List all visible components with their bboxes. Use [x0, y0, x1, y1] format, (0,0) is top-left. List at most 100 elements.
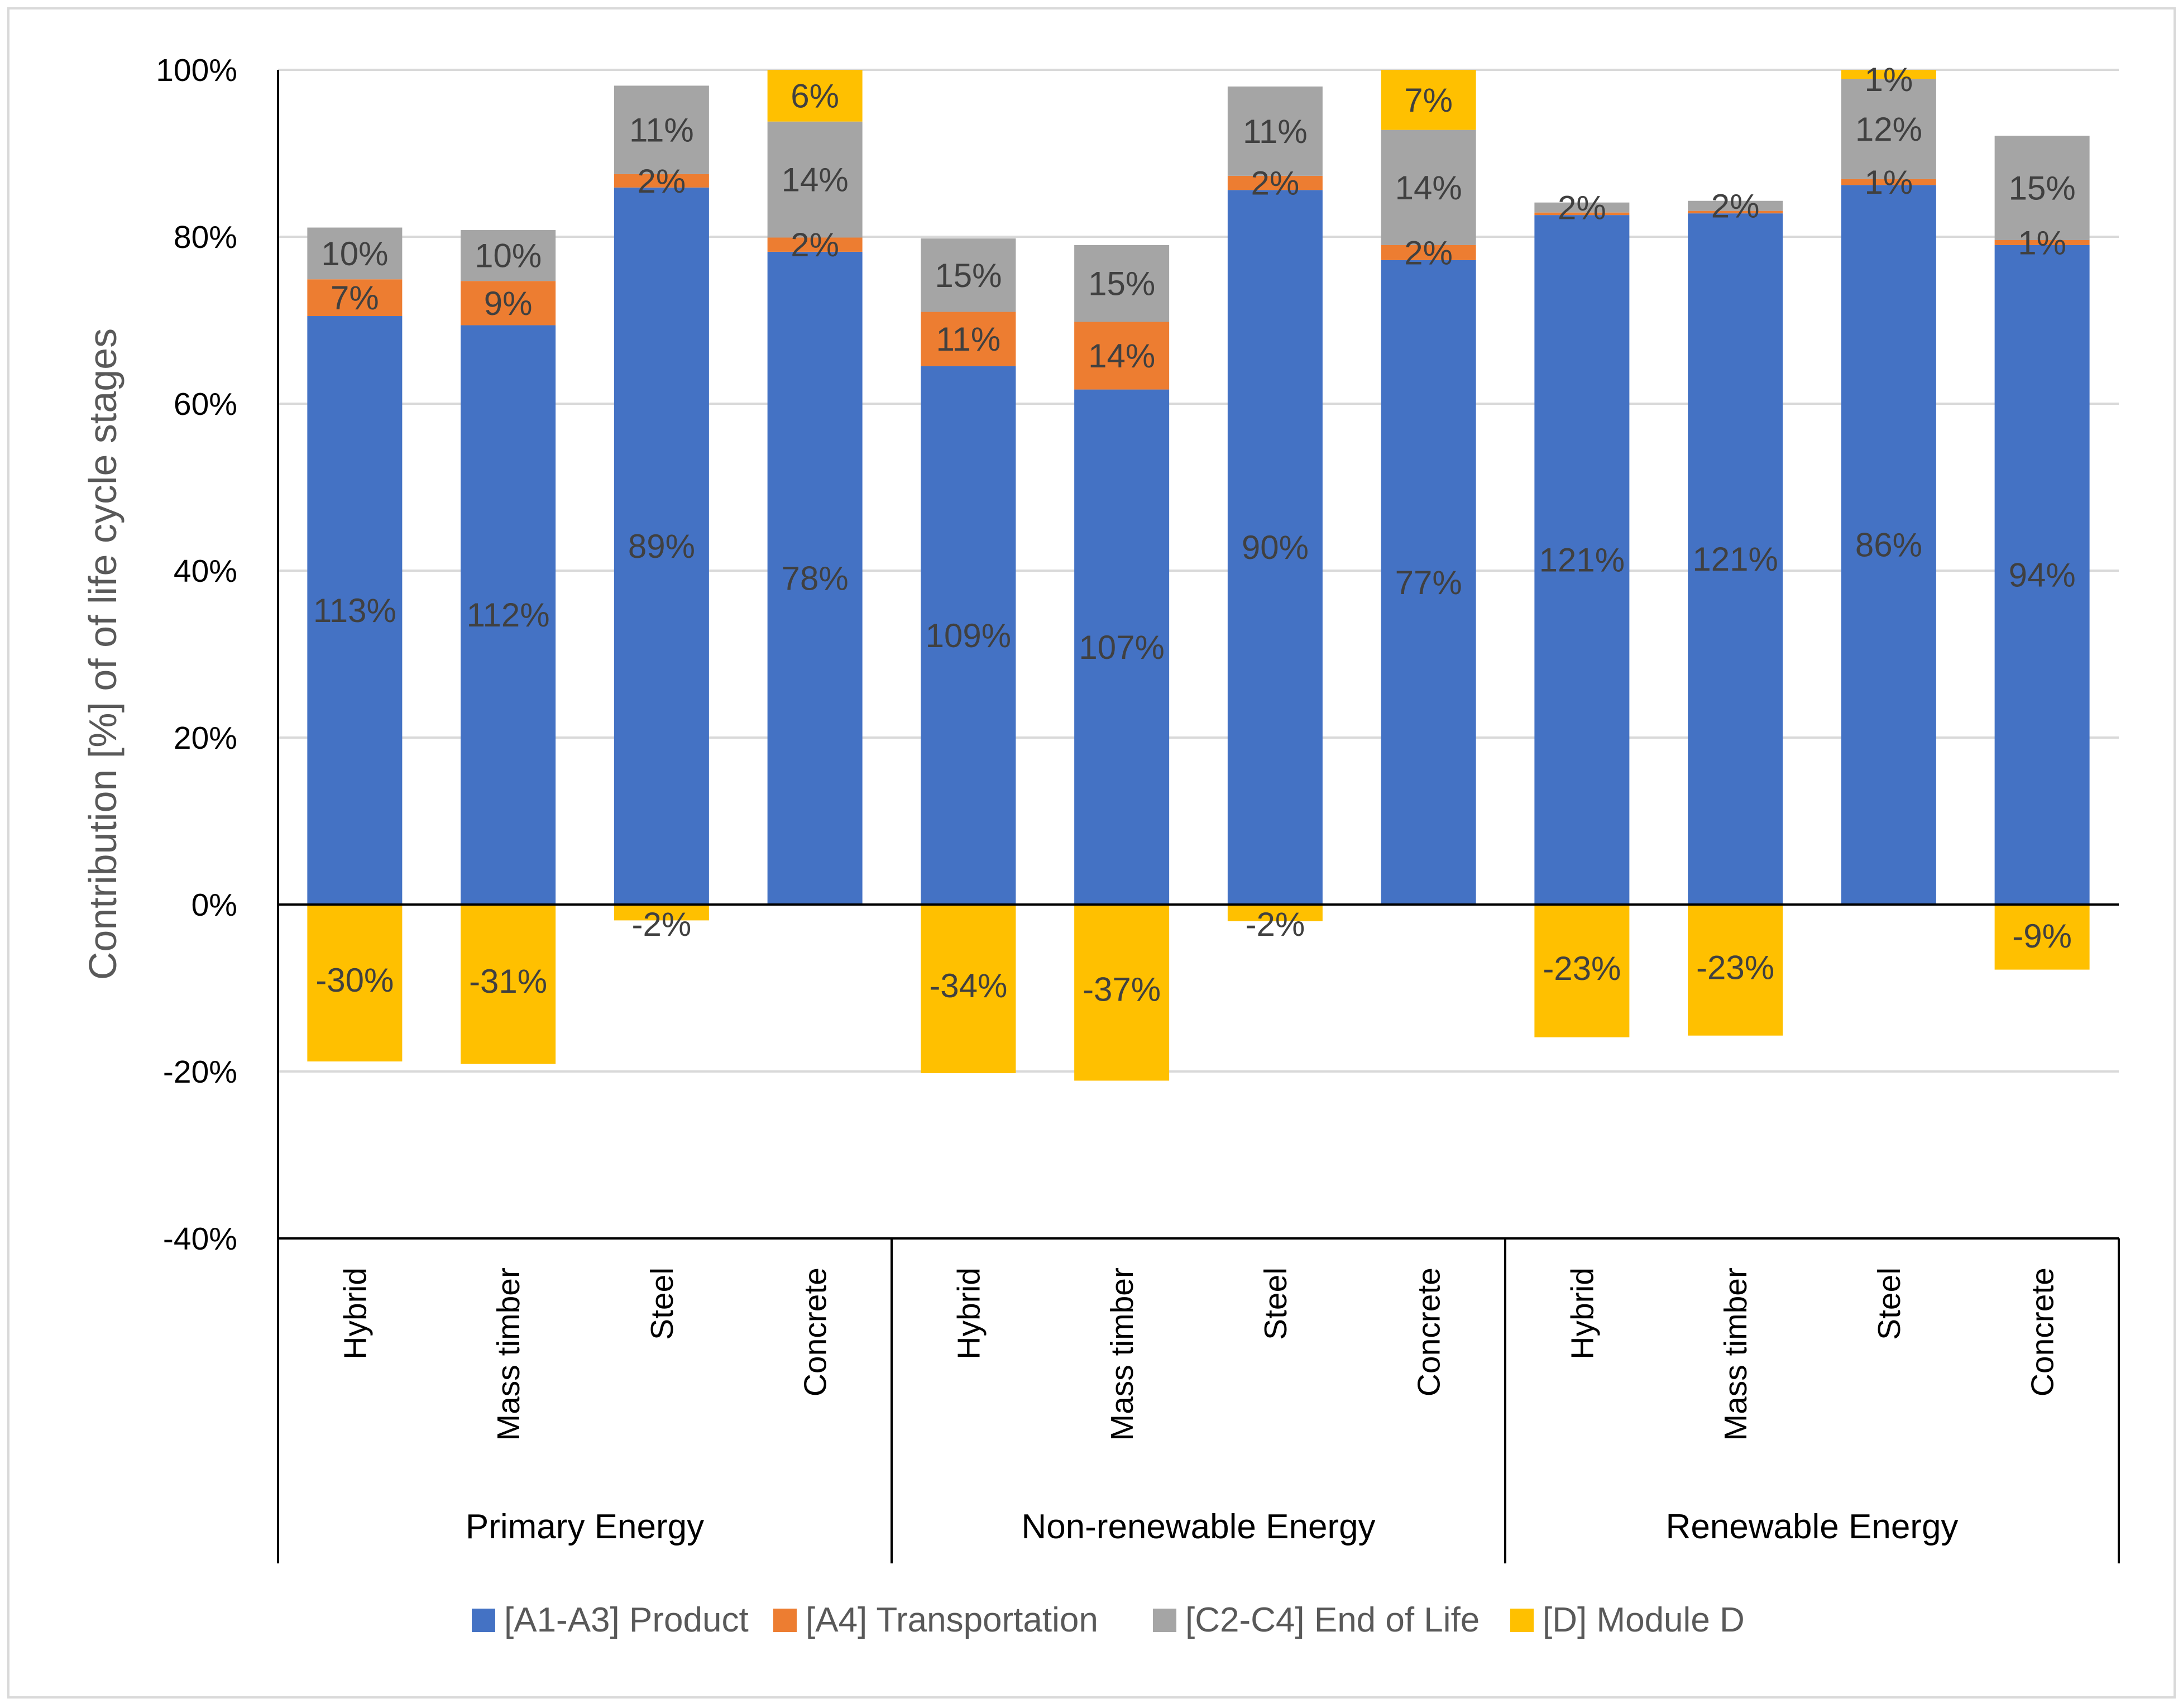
bar-segment-product — [1074, 389, 1170, 905]
bar-segment-transport — [767, 237, 863, 252]
x-category-label: Concrete — [2025, 1267, 2061, 1396]
x-category-label: Steel — [644, 1267, 680, 1340]
data-label-product: 78% — [782, 559, 849, 597]
bar-segment-product — [1227, 190, 1323, 905]
bar-segment-moduleD — [921, 905, 1016, 1073]
legend-swatch-eol — [1153, 1609, 1176, 1632]
data-label-product: 121% — [1539, 542, 1625, 579]
data-label-transport: 7% — [331, 279, 379, 317]
y-tick-label: -40% — [163, 1221, 237, 1257]
bar-segment-product — [1841, 185, 1936, 905]
x-category-label: Mass timber — [491, 1267, 526, 1441]
data-label-eol: 2% — [1558, 189, 1606, 227]
data-label-eol: 14% — [782, 161, 849, 199]
data-label-product: 109% — [926, 617, 1011, 654]
legend-label-product: [A1-A3] Product — [504, 1601, 749, 1639]
y-tick-label: 60% — [174, 386, 237, 422]
bar-segment-moduleD — [1534, 905, 1630, 1037]
x-category-label: Steel — [1871, 1267, 1907, 1340]
bar-segment-product — [1534, 215, 1630, 905]
data-label-eol: 12% — [1855, 111, 1922, 148]
bar-segment-eol — [767, 121, 863, 238]
data-label-transport: 1% — [2018, 224, 2066, 261]
data-label-eol: 2% — [1711, 188, 1760, 225]
y-tick-label: 100% — [156, 52, 237, 88]
data-label-moduleD: -23% — [1543, 950, 1621, 987]
data-label-moduleD: -37% — [1083, 970, 1161, 1008]
data-label-moduleD: -30% — [315, 961, 394, 999]
data-label-moduleD: 1% — [1865, 61, 1913, 98]
x-category-label: Steel — [1258, 1267, 1294, 1340]
bar-segment-transport — [614, 174, 709, 188]
bar-segment-eol — [1534, 202, 1630, 213]
data-label-eol: 15% — [935, 257, 1002, 294]
bar-segment-moduleD — [1381, 70, 1476, 130]
x-category-label: Hybrid — [337, 1267, 373, 1360]
bar-segment-transport — [461, 281, 556, 326]
y-tick-label: 40% — [174, 553, 237, 589]
data-label-moduleD: -9% — [2012, 917, 2072, 955]
y-tick-label: 0% — [192, 887, 237, 923]
data-label-product: 113% — [313, 592, 396, 629]
data-label-moduleD: 7% — [1404, 82, 1453, 119]
data-label-moduleD: -2% — [632, 906, 692, 943]
data-label-product: 107% — [1079, 629, 1164, 666]
x-group-label: Primary Energy — [466, 1508, 704, 1546]
x-group-label: Renewable Energy — [1666, 1508, 1959, 1546]
bar-segment-moduleD — [461, 905, 556, 1064]
bar-segment-eol — [307, 227, 403, 280]
bar-segment-eol — [1381, 130, 1476, 245]
data-label-transport: 11% — [936, 320, 1001, 358]
data-label-eol: 11% — [1243, 113, 1308, 150]
data-labels: 113% 7% 10% -30% 112% 9% 10% -31% 89% 2% 11% -2% 78%… — [313, 61, 2076, 1008]
bar-segment-transport — [921, 312, 1016, 366]
bar-segment-product — [614, 187, 709, 905]
x-category-label: Hybrid — [1564, 1267, 1600, 1360]
data-label-moduleD: 6% — [791, 77, 839, 114]
y-tick-label: -20% — [163, 1054, 237, 1090]
data-label-transport: 2% — [791, 226, 839, 264]
data-label-transport: 2% — [1404, 234, 1453, 271]
data-label-moduleD: -34% — [929, 967, 1007, 1004]
data-label-eol: 14% — [1395, 169, 1462, 207]
bar-segment-transport — [1381, 245, 1476, 260]
bar-segment-moduleD — [1688, 905, 1783, 1036]
data-label-product: 121% — [1692, 540, 1778, 578]
x-category-label: Concrete — [1411, 1267, 1447, 1396]
x-category-label: Mass timber — [1104, 1267, 1140, 1441]
data-label-eol: 10% — [321, 235, 388, 272]
bar-segment-eol — [614, 85, 709, 174]
bar-segment-moduleD — [1074, 905, 1170, 1081]
bars — [307, 70, 2090, 1081]
legend-label-transport: [A4] Transportation — [806, 1601, 1098, 1639]
bar-segment-product — [767, 251, 863, 905]
data-label-product: 89% — [628, 528, 695, 565]
bar-segment-product — [1688, 213, 1783, 905]
bar-segment-eol — [1227, 86, 1323, 176]
data-label-eol: 15% — [2009, 170, 2076, 207]
data-label-product: 90% — [1242, 529, 1309, 566]
data-label-product: 94% — [2009, 556, 2076, 594]
bar-segment-transport — [1227, 175, 1323, 190]
bar-segment-moduleD — [767, 70, 863, 122]
data-label-eol: 15% — [1088, 265, 1155, 303]
data-label-product: 112% — [467, 596, 550, 634]
x-category-label: Concrete — [798, 1267, 834, 1396]
y-tick-label: 20% — [174, 720, 237, 756]
data-label-product: 86% — [1855, 527, 1922, 564]
bar-segment-eol — [1841, 79, 1936, 179]
bar-segment-eol — [1688, 200, 1783, 211]
legend-swatch-transport — [773, 1609, 797, 1632]
bar-segment-moduleD — [1227, 905, 1323, 921]
bar-segment-product — [921, 366, 1016, 905]
y-tick-label: 80% — [174, 219, 237, 255]
data-label-eol: 11% — [629, 112, 694, 149]
x-category-label: Mass timber — [1718, 1267, 1754, 1441]
x-group-label: Non-renewable Energy — [1021, 1508, 1375, 1546]
bar-segment-moduleD — [614, 905, 709, 921]
bar-segment-product — [307, 316, 403, 905]
bar-segment-product — [1994, 245, 2090, 905]
bar-segment-transport — [1688, 210, 1783, 214]
bar-segment-eol — [1994, 136, 2090, 240]
